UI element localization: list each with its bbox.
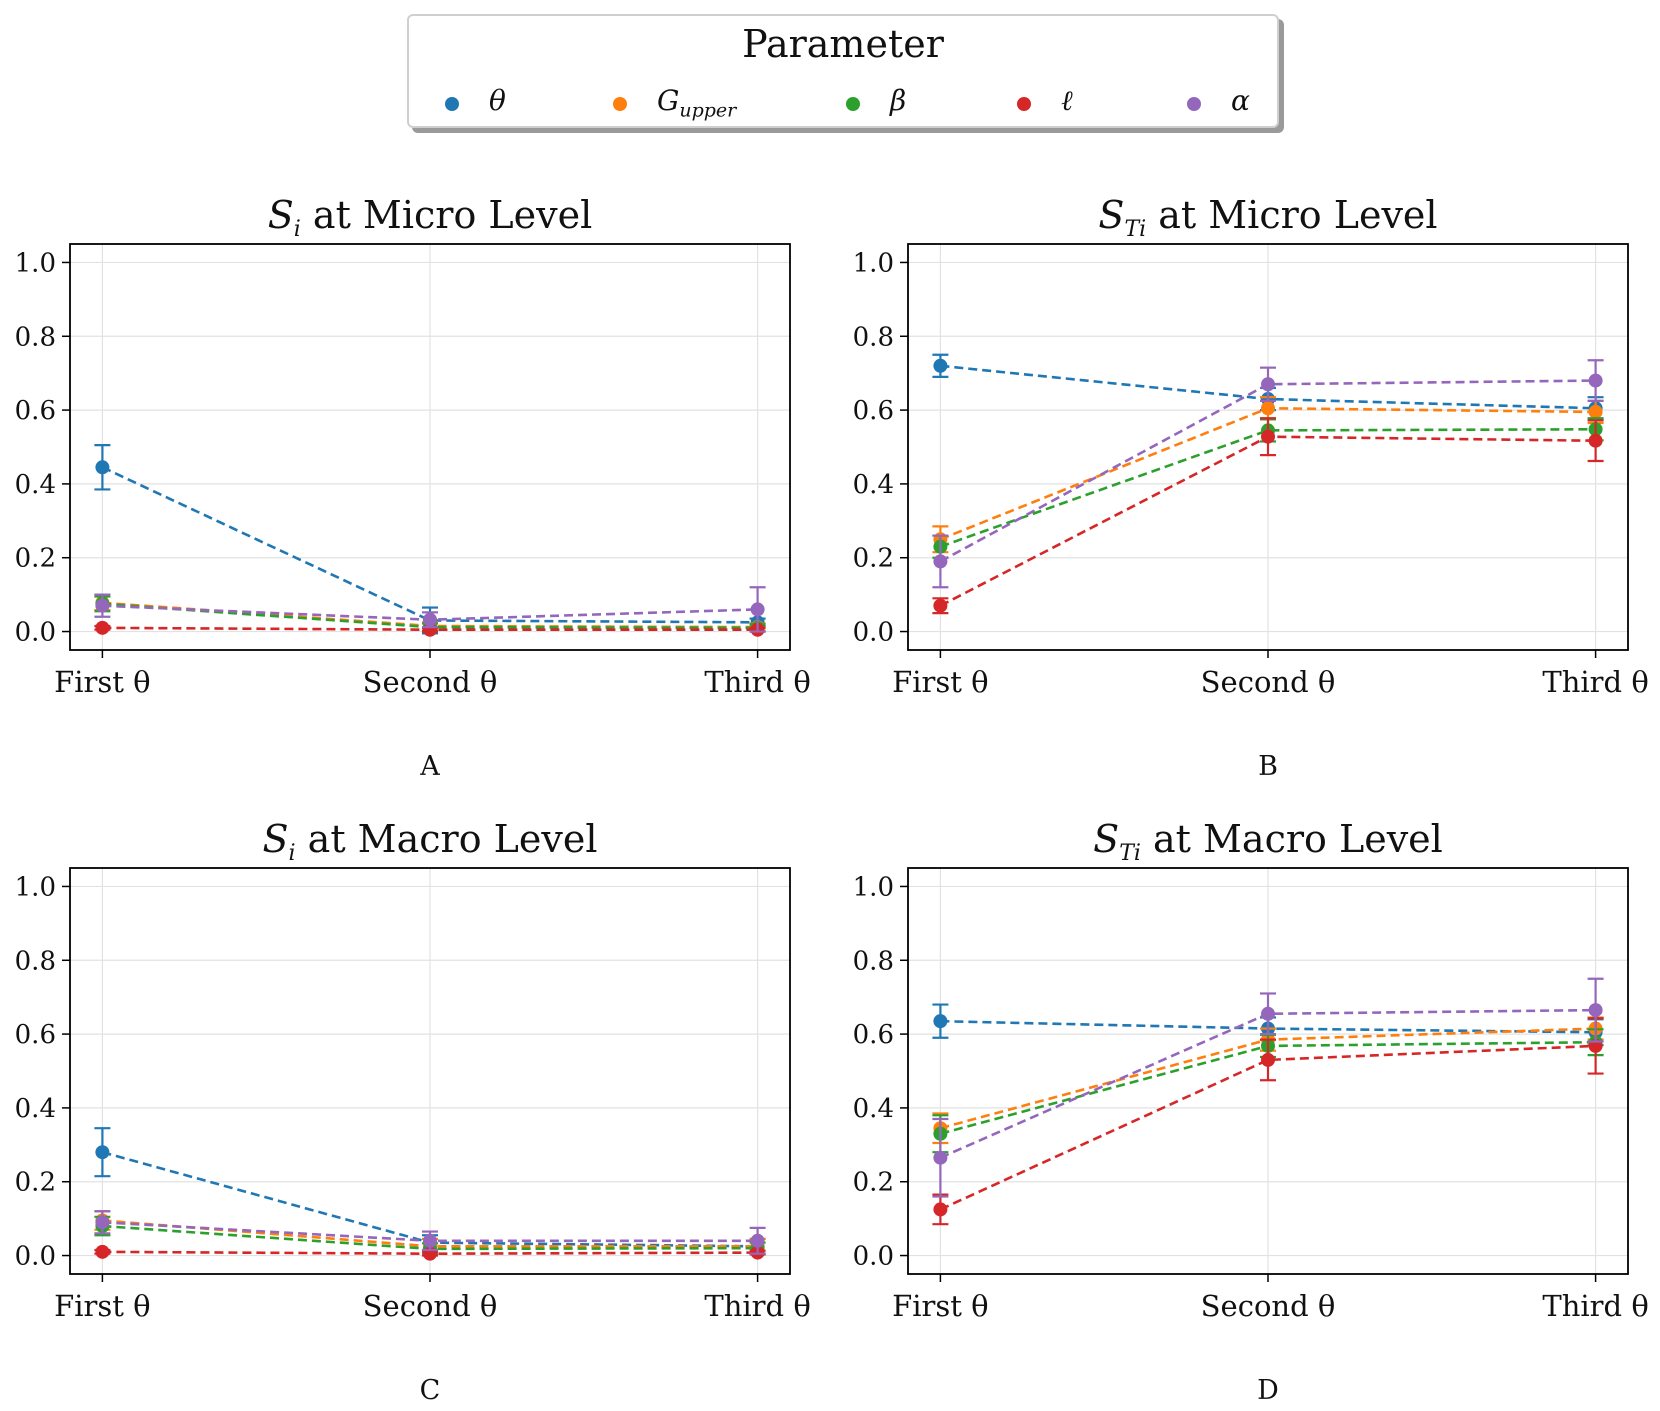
x-tick-label: Second θ — [363, 1289, 498, 1323]
y-tick-label: 0.6 — [15, 396, 56, 426]
x-tick-label: Second θ — [363, 665, 498, 699]
data-point — [95, 1215, 110, 1230]
series-α — [94, 586, 766, 633]
chart-title: STi at Macro Level — [1093, 817, 1443, 866]
y-tick-label: 1.0 — [853, 872, 894, 902]
legend-label-alpha: α — [1231, 84, 1250, 117]
y-tick-label: 1.0 — [15, 248, 56, 278]
chart-panel-d: 0.0 0.2 0.4 0.6 0.8 1.0 First θ Second θ Third θ… — [853, 817, 1649, 1406]
panel-label: C — [420, 1375, 441, 1406]
legend-label-g-upper: Gupper — [657, 84, 737, 122]
data-point — [1588, 433, 1603, 448]
data-point — [1261, 429, 1275, 444]
data-point — [933, 554, 948, 569]
data-point — [423, 612, 437, 627]
y-tick-label: 0.4 — [853, 1094, 894, 1124]
chart-panel-a: 0.0 0.2 0.4 0.6 0.8 1.0 First θ Second θ Third θ… — [15, 193, 811, 782]
data-point — [1261, 1052, 1275, 1067]
y-tick-label: 0.6 — [853, 1020, 894, 1050]
series-α — [932, 977, 1604, 1198]
data-point — [95, 460, 110, 475]
data-point — [95, 1145, 110, 1160]
y-tick-label: 0.8 — [15, 322, 56, 352]
series-line — [939, 1044, 1596, 1211]
legend-marker-icon — [445, 97, 459, 111]
y-tick-label: 0.6 — [15, 1020, 56, 1050]
x-tick-label: Third θ — [1542, 665, 1648, 699]
x-tick-label: Third θ — [704, 665, 810, 699]
chart-panel-b: 0.0 0.2 0.4 0.6 0.8 1.0 First θ Second θ Third θ… — [853, 193, 1649, 782]
data-point — [95, 1244, 110, 1259]
legend-label-theta: θ — [489, 84, 506, 117]
legend-marker-icon — [846, 97, 860, 111]
y-tick-label: 0.4 — [853, 470, 894, 500]
y-tick-label: 0.8 — [853, 946, 894, 976]
data-point — [1261, 1006, 1275, 1021]
series-ℓ — [932, 417, 1604, 615]
series-line — [101, 466, 758, 624]
y-tick-label: 1.0 — [853, 248, 894, 278]
data-point — [933, 1202, 948, 1217]
y-tick-label: 0.0 — [853, 1242, 894, 1272]
x-tick-label: Second θ — [1201, 1289, 1336, 1323]
x-tick-label: First θ — [54, 665, 150, 699]
panel-label: B — [1258, 751, 1278, 782]
legend: Parameter θ Gupper β ℓ α — [407, 14, 1279, 128]
panel-label: A — [419, 751, 440, 782]
data-point — [423, 1233, 437, 1248]
data-point — [933, 598, 948, 613]
chart-title: Si at Macro Level — [263, 817, 598, 866]
data-point — [1588, 1003, 1603, 1018]
data-point — [95, 598, 110, 613]
legend-marker-icon — [1017, 97, 1031, 111]
y-tick-label: 0.2 — [853, 544, 894, 574]
data-point — [1261, 401, 1275, 416]
x-tick-label: Third θ — [704, 1289, 810, 1323]
data-point — [933, 1014, 948, 1029]
chart-title: Si at Micro Level — [268, 193, 592, 242]
y-tick-label: 0.8 — [15, 946, 56, 976]
x-tick-label: Second θ — [1201, 665, 1336, 699]
y-tick-label: 0.4 — [15, 470, 56, 500]
data-point — [933, 1150, 948, 1165]
data-point — [750, 1233, 765, 1248]
chart-panel-c: 0.0 0.2 0.4 0.6 0.8 1.0 First θ Second θ Third θ… — [15, 817, 811, 1406]
data-point — [750, 602, 765, 617]
panel-label: D — [1257, 1375, 1279, 1406]
legend-title: Parameter — [742, 22, 944, 66]
x-tick-label: First θ — [54, 1289, 150, 1323]
y-tick-label: 0.6 — [853, 396, 894, 426]
data-point — [1261, 377, 1275, 392]
legend-marker-icon — [1187, 97, 1201, 111]
legend-label-beta: β — [890, 84, 907, 117]
series-α — [932, 359, 1604, 589]
chart-title: STi at Micro Level — [1098, 193, 1437, 242]
series-line — [939, 427, 1596, 548]
x-tick-label: First θ — [892, 1289, 988, 1323]
y-tick-label: 0.4 — [15, 1094, 56, 1124]
y-tick-label: 0.2 — [15, 1168, 56, 1198]
y-tick-label: 1.0 — [15, 872, 56, 902]
legend-marker-icon — [613, 97, 627, 111]
y-tick-label: 0.8 — [853, 322, 894, 352]
data-point — [1588, 404, 1603, 419]
y-tick-label: 0.0 — [15, 1242, 56, 1272]
y-tick-label: 0.2 — [15, 544, 56, 574]
data-point — [95, 620, 110, 635]
y-tick-label: 0.2 — [853, 1168, 894, 1198]
series-α — [94, 1210, 766, 1255]
data-point — [1588, 373, 1603, 388]
x-tick-label: First θ — [892, 665, 988, 699]
y-tick-label: 0.0 — [853, 618, 894, 648]
x-tick-label: Third θ — [1542, 1289, 1648, 1323]
legend-label-ell: ℓ — [1061, 84, 1073, 117]
y-tick-label: 0.0 — [15, 618, 56, 648]
data-point — [933, 358, 948, 373]
